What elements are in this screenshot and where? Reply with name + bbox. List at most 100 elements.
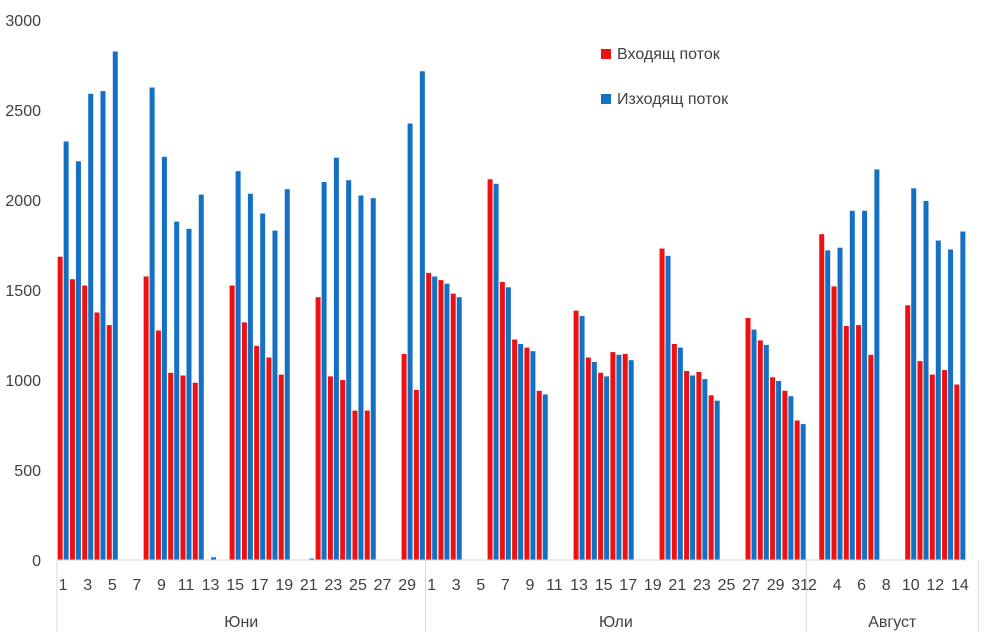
x-tick-label: 5 bbox=[476, 577, 485, 594]
bar-incoming bbox=[536, 390, 542, 560]
bar-incoming bbox=[708, 395, 714, 560]
bar-incoming bbox=[401, 353, 407, 560]
x-tick-label: 29 bbox=[767, 577, 785, 594]
bar-incoming bbox=[94, 312, 100, 560]
bar-outgoing bbox=[751, 329, 757, 560]
x-tick-label: 7 bbox=[132, 577, 141, 594]
bar-incoming bbox=[622, 353, 628, 560]
x-tick-label: 19 bbox=[275, 577, 293, 594]
bar-outgoing bbox=[837, 247, 843, 560]
bar-incoming bbox=[487, 179, 493, 561]
bar-incoming bbox=[82, 285, 88, 560]
y-tick-label: 1000 bbox=[5, 373, 41, 390]
bar-incoming bbox=[229, 285, 235, 560]
legend-label-incoming: Входящ поток bbox=[617, 46, 721, 63]
bar-outgoing bbox=[161, 156, 167, 561]
bar-incoming bbox=[143, 276, 149, 560]
bar-incoming bbox=[917, 361, 923, 560]
x-tick-label: 17 bbox=[619, 577, 637, 594]
bar-outgoing bbox=[825, 250, 831, 560]
x-tick-label: 13 bbox=[570, 577, 588, 594]
bar-incoming bbox=[168, 372, 174, 560]
bar-incoming bbox=[745, 317, 751, 560]
x-tick-label: 3 bbox=[452, 577, 461, 594]
x-tick-label: 17 bbox=[251, 577, 269, 594]
bar-outgoing bbox=[677, 347, 683, 560]
bar-incoming bbox=[942, 370, 948, 560]
bar-incoming bbox=[426, 272, 432, 560]
bar-incoming bbox=[757, 340, 763, 560]
x-tick-label: 10 bbox=[902, 577, 920, 594]
bar-outgoing bbox=[616, 354, 622, 560]
bar-outgoing bbox=[518, 344, 524, 560]
bar-outgoing bbox=[346, 180, 352, 560]
bar-incoming bbox=[450, 293, 456, 560]
bar-outgoing bbox=[88, 93, 94, 561]
bar-incoming bbox=[512, 339, 518, 560]
x-tick-label: 14 bbox=[951, 577, 969, 594]
x-tick-label: 7 bbox=[501, 577, 510, 594]
bar-outgoing bbox=[579, 316, 585, 560]
bar-incoming bbox=[819, 234, 825, 560]
bar-outgoing bbox=[702, 379, 708, 560]
month-label: Юни bbox=[224, 614, 258, 631]
y-tick-label: 500 bbox=[14, 463, 41, 480]
bar-outgoing bbox=[247, 193, 253, 560]
y-tick-label: 3000 bbox=[5, 13, 41, 30]
x-tick-label: 25 bbox=[718, 577, 736, 594]
bar-outgoing bbox=[260, 213, 266, 560]
bar-outgoing bbox=[911, 188, 917, 561]
x-tick-label: 1 bbox=[59, 577, 68, 594]
bar-outgoing bbox=[862, 210, 868, 561]
x-tick-label: 15 bbox=[226, 577, 244, 594]
bar-outgoing bbox=[788, 396, 794, 560]
bar-outgoing bbox=[419, 71, 425, 561]
bar-outgoing bbox=[75, 161, 81, 561]
bar-incoming bbox=[782, 390, 788, 560]
bar-incoming bbox=[499, 281, 505, 560]
bar-outgoing bbox=[542, 394, 548, 560]
x-tick-label: 11 bbox=[546, 577, 563, 594]
y-tick-label: 2000 bbox=[5, 193, 41, 210]
bar-incoming bbox=[659, 248, 665, 560]
y-tick-label: 1500 bbox=[5, 283, 41, 300]
chart-bars bbox=[57, 51, 966, 561]
bar-outgoing bbox=[211, 557, 217, 560]
bar-outgoing bbox=[690, 375, 696, 560]
bar-incoming bbox=[610, 352, 616, 560]
bar-outgoing bbox=[358, 195, 364, 560]
x-tick-label: 8 bbox=[882, 577, 891, 594]
month-label: Август bbox=[868, 614, 917, 631]
bar-outgoing bbox=[112, 51, 118, 560]
legend-swatch-incoming bbox=[601, 49, 611, 59]
bar-incoming bbox=[192, 382, 198, 560]
bar-outgoing bbox=[186, 228, 192, 561]
bar-outgoing bbox=[321, 182, 327, 560]
bar-incoming bbox=[585, 357, 591, 560]
bar-incoming bbox=[856, 325, 862, 560]
bar-outgoing bbox=[776, 380, 782, 560]
x-tick-label: 23 bbox=[693, 577, 711, 594]
bar-incoming bbox=[573, 310, 579, 560]
x-tick-label: 4 bbox=[833, 577, 842, 594]
bar-outgoing bbox=[63, 141, 69, 560]
bar-incoming bbox=[340, 380, 346, 560]
legend-label-outgoing: Изходящ поток bbox=[617, 91, 729, 108]
bar-outgoing bbox=[370, 198, 376, 560]
bar-incoming bbox=[438, 280, 444, 560]
x-tick-label: 12 bbox=[926, 577, 944, 594]
bar-incoming bbox=[155, 330, 161, 560]
bar-outgoing bbox=[235, 171, 241, 560]
bar-outgoing bbox=[493, 183, 499, 561]
bar-incoming bbox=[770, 377, 776, 560]
x-tick-label: 21 bbox=[300, 577, 318, 594]
x-tick-label: 31 bbox=[791, 577, 809, 594]
legend: Входящ поток Изходящ поток bbox=[601, 46, 729, 108]
bar-incoming bbox=[327, 376, 333, 560]
x-tick-label: 9 bbox=[525, 577, 534, 594]
bar-incoming bbox=[905, 305, 911, 560]
bar-incoming bbox=[278, 374, 284, 560]
month-label: Юли bbox=[599, 614, 633, 631]
bar-outgoing bbox=[444, 283, 450, 560]
bar-incoming bbox=[954, 384, 960, 560]
